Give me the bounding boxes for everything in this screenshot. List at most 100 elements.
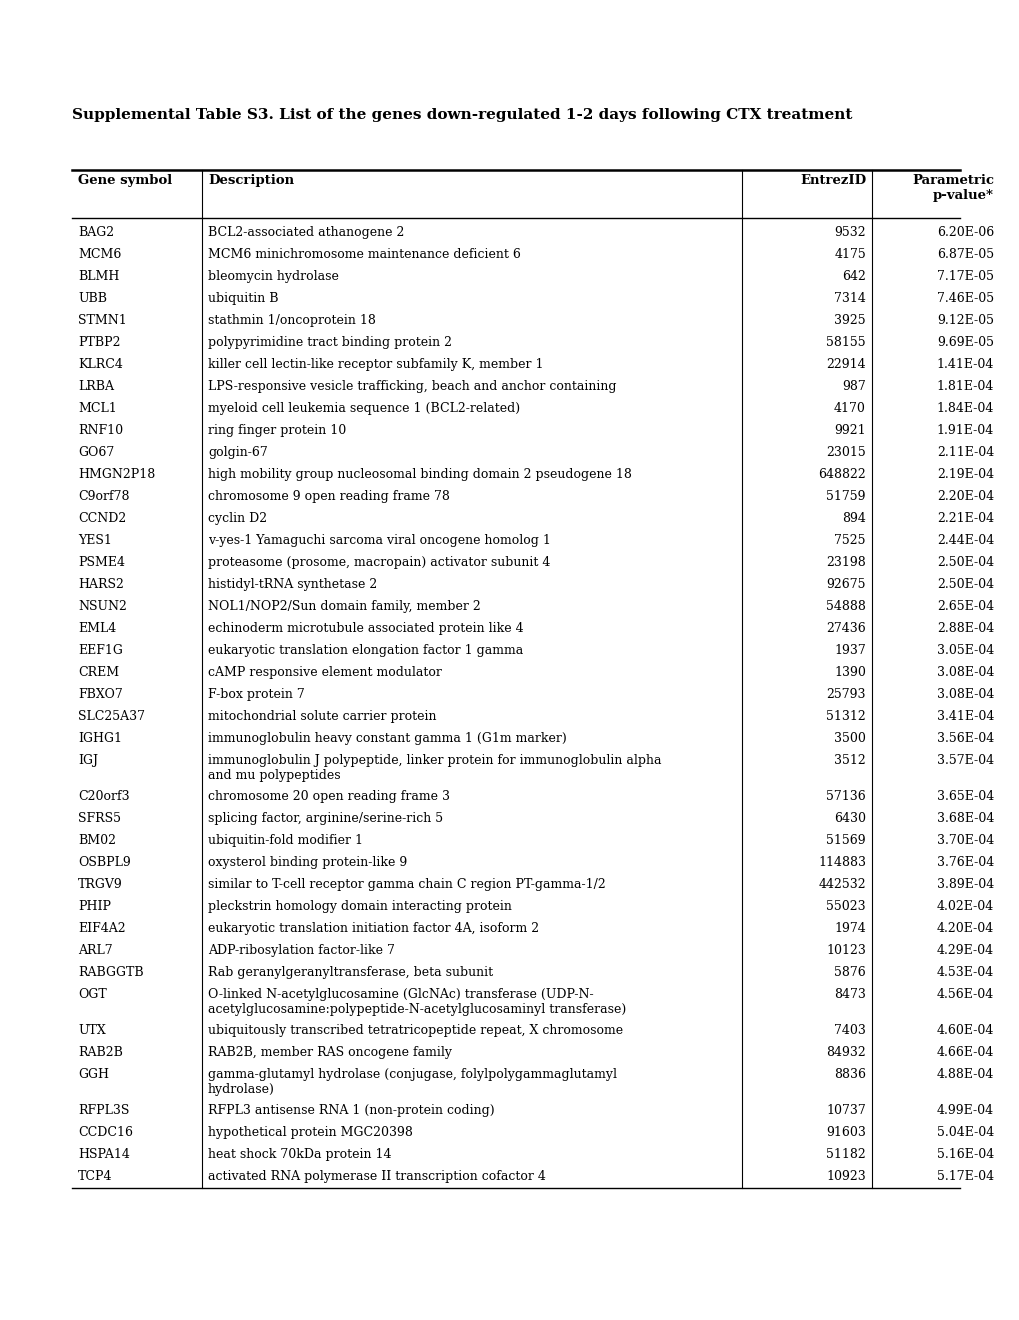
Text: NOL1/NOP2/Sun domain family, member 2: NOL1/NOP2/Sun domain family, member 2 [208,601,480,612]
Text: 2.44E-04: 2.44E-04 [935,535,994,546]
Text: similar to T-cell receptor gamma chain C region PT-gamma-1/2: similar to T-cell receptor gamma chain C… [208,878,605,891]
Text: eukaryotic translation initiation factor 4A, isoform 2: eukaryotic translation initiation factor… [208,921,539,935]
Text: 8836: 8836 [834,1068,865,1081]
Text: 7403: 7403 [834,1024,865,1038]
Text: EEF1G: EEF1G [77,644,122,657]
Text: IGJ: IGJ [77,754,98,767]
Text: 1937: 1937 [834,644,865,657]
Text: 6.87E-05: 6.87E-05 [936,248,994,261]
Text: MCM6: MCM6 [77,248,121,261]
Text: CREM: CREM [77,667,119,678]
Text: F-box protein 7: F-box protein 7 [208,688,305,701]
Text: polypyrimidine tract binding protein 2: polypyrimidine tract binding protein 2 [208,337,451,348]
Text: LRBA: LRBA [77,380,114,393]
Text: 7525: 7525 [834,535,865,546]
Text: UTX: UTX [77,1024,106,1038]
Text: 9.69E-05: 9.69E-05 [936,337,994,348]
Text: MCL1: MCL1 [77,403,116,414]
Text: 92675: 92675 [825,578,865,591]
Text: 27436: 27436 [825,622,865,635]
Text: 4.02E-04: 4.02E-04 [935,900,994,913]
Text: KLRC4: KLRC4 [77,358,122,371]
Text: 51312: 51312 [825,710,865,723]
Text: OGT: OGT [77,987,107,1001]
Text: 1.91E-04: 1.91E-04 [935,424,994,437]
Text: echinoderm microtubule associated protein like 4: echinoderm microtubule associated protei… [208,622,523,635]
Text: 2.50E-04: 2.50E-04 [936,556,994,569]
Text: 4.99E-04: 4.99E-04 [936,1104,994,1117]
Text: HMGN2P18: HMGN2P18 [77,469,155,480]
Text: 3.89E-04: 3.89E-04 [935,878,994,891]
Text: 3.76E-04: 3.76E-04 [935,855,994,869]
Text: 10737: 10737 [825,1104,865,1117]
Text: O-linked N-acetylglucosamine (GlcNAc) transferase (UDP-N-
acetylglucosamine:poly: O-linked N-acetylglucosamine (GlcNAc) tr… [208,987,626,1016]
Text: EntrezID: EntrezID [799,174,865,187]
Text: 2.88E-04: 2.88E-04 [935,622,994,635]
Text: RABGGTB: RABGGTB [77,966,144,979]
Text: OSBPL9: OSBPL9 [77,855,130,869]
Text: Description: Description [208,174,293,187]
Text: 5.17E-04: 5.17E-04 [936,1170,994,1183]
Text: 4175: 4175 [834,248,865,261]
Text: RAB2B, member RAS oncogene family: RAB2B, member RAS oncogene family [208,1045,451,1059]
Text: oxysterol binding protein-like 9: oxysterol binding protein-like 9 [208,855,407,869]
Text: 7314: 7314 [834,292,865,305]
Text: RFPL3 antisense RNA 1 (non-protein coding): RFPL3 antisense RNA 1 (non-protein codin… [208,1104,494,1117]
Text: 3.05E-04: 3.05E-04 [935,644,994,657]
Text: C9orf78: C9orf78 [77,490,129,503]
Text: 1.41E-04: 1.41E-04 [935,358,994,371]
Text: chromosome 9 open reading frame 78: chromosome 9 open reading frame 78 [208,490,449,503]
Text: 7.46E-05: 7.46E-05 [936,292,994,305]
Text: NSUN2: NSUN2 [77,601,126,612]
Text: myeloid cell leukemia sequence 1 (BCL2-related): myeloid cell leukemia sequence 1 (BCL2-r… [208,403,520,414]
Text: 23015: 23015 [825,446,865,459]
Text: 4.88E-04: 4.88E-04 [935,1068,994,1081]
Text: PHIP: PHIP [77,900,111,913]
Text: CCND2: CCND2 [77,512,126,525]
Text: 51569: 51569 [825,834,865,847]
Text: Supplemental Table S3. List of the genes down-regulated 1-2 days following CTX t: Supplemental Table S3. List of the genes… [72,108,852,121]
Text: cyclin D2: cyclin D2 [208,512,267,525]
Text: 2.19E-04: 2.19E-04 [936,469,994,480]
Text: 442532: 442532 [817,878,865,891]
Text: Rab geranylgeranyltransferase, beta subunit: Rab geranylgeranyltransferase, beta subu… [208,966,492,979]
Text: heat shock 70kDa protein 14: heat shock 70kDa protein 14 [208,1148,391,1162]
Text: 10123: 10123 [825,944,865,957]
Text: chromosome 20 open reading frame 3: chromosome 20 open reading frame 3 [208,789,449,803]
Text: BM02: BM02 [77,834,116,847]
Text: PTBP2: PTBP2 [77,337,120,348]
Text: BAG2: BAG2 [77,226,114,239]
Text: golgin-67: golgin-67 [208,446,268,459]
Text: 9532: 9532 [834,226,865,239]
Text: Parametric
p-value*: Parametric p-value* [911,174,994,202]
Text: 2.11E-04: 2.11E-04 [935,446,994,459]
Text: Gene symbol: Gene symbol [77,174,172,187]
Text: 3.70E-04: 3.70E-04 [935,834,994,847]
Text: 3.08E-04: 3.08E-04 [935,688,994,701]
Text: 4.56E-04: 4.56E-04 [935,987,994,1001]
Text: LPS-responsive vesicle trafficking, beach and anchor containing: LPS-responsive vesicle trafficking, beac… [208,380,615,393]
Text: TRGV9: TRGV9 [77,878,122,891]
Text: proteasome (prosome, macropain) activator subunit 4: proteasome (prosome, macropain) activato… [208,556,550,569]
Text: immunoglobulin heavy constant gamma 1 (G1m marker): immunoglobulin heavy constant gamma 1 (G… [208,733,567,744]
Text: 2.50E-04: 2.50E-04 [936,578,994,591]
Text: STMN1: STMN1 [77,314,126,327]
Text: ubiquitously transcribed tetratricopeptide repeat, X chromosome: ubiquitously transcribed tetratricopepti… [208,1024,623,1038]
Text: 2.21E-04: 2.21E-04 [936,512,994,525]
Text: 10923: 10923 [825,1170,865,1183]
Text: 1974: 1974 [834,921,865,935]
Text: 25793: 25793 [825,688,865,701]
Text: ARL7: ARL7 [77,944,112,957]
Text: 3.08E-04: 3.08E-04 [935,667,994,678]
Text: CCDC16: CCDC16 [77,1126,132,1139]
Text: 4.60E-04: 4.60E-04 [935,1024,994,1038]
Text: 23198: 23198 [825,556,865,569]
Text: BCL2-associated athanogene 2: BCL2-associated athanogene 2 [208,226,404,239]
Text: TCP4: TCP4 [77,1170,112,1183]
Text: 7.17E-05: 7.17E-05 [936,271,994,282]
Text: 8473: 8473 [834,987,865,1001]
Text: bleomycin hydrolase: bleomycin hydrolase [208,271,338,282]
Text: splicing factor, arginine/serine-rich 5: splicing factor, arginine/serine-rich 5 [208,812,442,825]
Text: ubiquitin-fold modifier 1: ubiquitin-fold modifier 1 [208,834,363,847]
Text: 894: 894 [842,512,865,525]
